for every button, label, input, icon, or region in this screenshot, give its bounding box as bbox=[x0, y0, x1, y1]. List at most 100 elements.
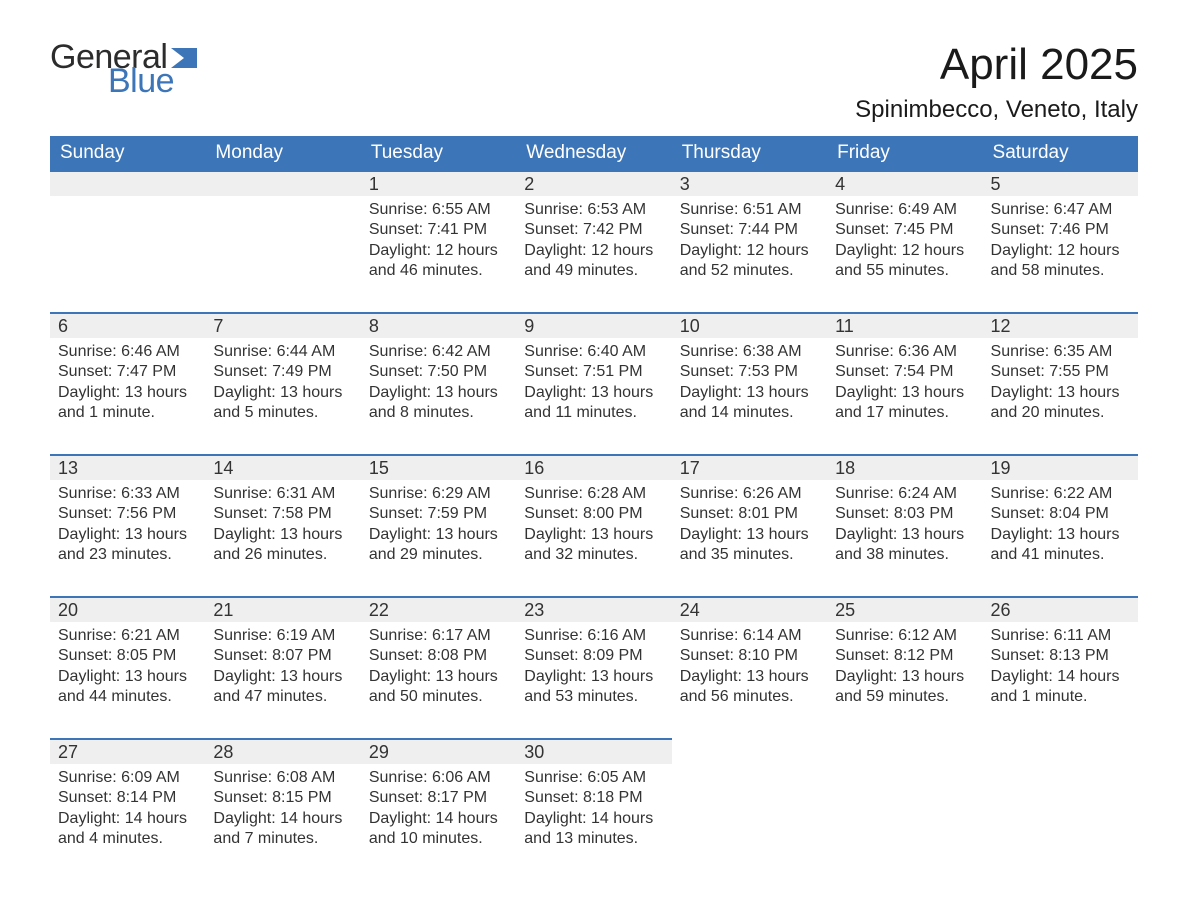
calendar-day-cell: 17Sunrise: 6:26 AMSunset: 8:01 PMDayligh… bbox=[672, 454, 827, 596]
sunset-text: Sunset: 8:18 PM bbox=[524, 788, 663, 808]
calendar-day-cell: 14Sunrise: 6:31 AMSunset: 7:58 PMDayligh… bbox=[205, 454, 360, 596]
weekday-header: Friday bbox=[827, 136, 982, 170]
day-number: 24 bbox=[672, 596, 827, 622]
sunset-text: Sunset: 8:03 PM bbox=[835, 504, 974, 524]
calendar-day-cell: 24Sunrise: 6:14 AMSunset: 8:10 PMDayligh… bbox=[672, 596, 827, 738]
sunrise-text: Sunrise: 6:44 AM bbox=[213, 342, 352, 362]
daylight-text: Daylight: 12 hours and 58 minutes. bbox=[991, 241, 1130, 282]
calendar-day-cell: 4Sunrise: 6:49 AMSunset: 7:45 PMDaylight… bbox=[827, 170, 982, 312]
daylight-text: Daylight: 13 hours and 23 minutes. bbox=[58, 525, 197, 566]
sunset-text: Sunset: 8:14 PM bbox=[58, 788, 197, 808]
sunset-text: Sunset: 7:56 PM bbox=[58, 504, 197, 524]
daylight-text: Daylight: 12 hours and 49 minutes. bbox=[524, 241, 663, 282]
calendar-day-cell: 8Sunrise: 6:42 AMSunset: 7:50 PMDaylight… bbox=[361, 312, 516, 454]
day-number bbox=[205, 170, 360, 196]
day-number: 10 bbox=[672, 312, 827, 338]
calendar-day-cell: 25Sunrise: 6:12 AMSunset: 8:12 PMDayligh… bbox=[827, 596, 982, 738]
calendar-day-cell: 19Sunrise: 6:22 AMSunset: 8:04 PMDayligh… bbox=[983, 454, 1138, 596]
title-block: April 2025 Spinimbecco, Veneto, Italy bbox=[855, 40, 1138, 124]
sunrise-text: Sunrise: 6:47 AM bbox=[991, 200, 1130, 220]
day-number: 7 bbox=[205, 312, 360, 338]
sunset-text: Sunset: 8:05 PM bbox=[58, 646, 197, 666]
day-body: Sunrise: 6:33 AMSunset: 7:56 PMDaylight:… bbox=[50, 480, 205, 574]
daylight-text: Daylight: 13 hours and 50 minutes. bbox=[369, 667, 508, 708]
calendar-day-cell bbox=[205, 170, 360, 312]
day-body: Sunrise: 6:35 AMSunset: 7:55 PMDaylight:… bbox=[983, 338, 1138, 432]
day-body: Sunrise: 6:31 AMSunset: 7:58 PMDaylight:… bbox=[205, 480, 360, 574]
location-subtitle: Spinimbecco, Veneto, Italy bbox=[855, 96, 1138, 124]
day-body: Sunrise: 6:47 AMSunset: 7:46 PMDaylight:… bbox=[983, 196, 1138, 290]
month-title: April 2025 bbox=[855, 40, 1138, 90]
sunrise-text: Sunrise: 6:49 AM bbox=[835, 200, 974, 220]
logo-word-blue: Blue bbox=[108, 64, 205, 98]
daylight-text: Daylight: 13 hours and 17 minutes. bbox=[835, 383, 974, 424]
day-body bbox=[50, 196, 205, 208]
sunset-text: Sunset: 8:04 PM bbox=[991, 504, 1130, 524]
daylight-text: Daylight: 12 hours and 46 minutes. bbox=[369, 241, 508, 282]
sunset-text: Sunset: 7:55 PM bbox=[991, 362, 1130, 382]
day-number: 17 bbox=[672, 454, 827, 480]
calendar-day-cell: 18Sunrise: 6:24 AMSunset: 8:03 PMDayligh… bbox=[827, 454, 982, 596]
calendar-day-cell: 27Sunrise: 6:09 AMSunset: 8:14 PMDayligh… bbox=[50, 738, 205, 880]
sunset-text: Sunset: 7:41 PM bbox=[369, 220, 508, 240]
brand-logo: General Blue bbox=[50, 40, 205, 98]
day-number: 13 bbox=[50, 454, 205, 480]
sunrise-text: Sunrise: 6:36 AM bbox=[835, 342, 974, 362]
day-body: Sunrise: 6:26 AMSunset: 8:01 PMDaylight:… bbox=[672, 480, 827, 574]
sunrise-text: Sunrise: 6:14 AM bbox=[680, 626, 819, 646]
sunset-text: Sunset: 8:12 PM bbox=[835, 646, 974, 666]
calendar-day-cell bbox=[672, 738, 827, 880]
day-number: 2 bbox=[516, 170, 671, 196]
daylight-text: Daylight: 13 hours and 5 minutes. bbox=[213, 383, 352, 424]
daylight-text: Daylight: 14 hours and 1 minute. bbox=[991, 667, 1130, 708]
calendar-day-cell: 22Sunrise: 6:17 AMSunset: 8:08 PMDayligh… bbox=[361, 596, 516, 738]
sunrise-text: Sunrise: 6:16 AM bbox=[524, 626, 663, 646]
calendar-week-row: 27Sunrise: 6:09 AMSunset: 8:14 PMDayligh… bbox=[50, 738, 1138, 880]
day-body: Sunrise: 6:14 AMSunset: 8:10 PMDaylight:… bbox=[672, 622, 827, 716]
day-body: Sunrise: 6:21 AMSunset: 8:05 PMDaylight:… bbox=[50, 622, 205, 716]
sunrise-text: Sunrise: 6:38 AM bbox=[680, 342, 819, 362]
daylight-text: Daylight: 13 hours and 29 minutes. bbox=[369, 525, 508, 566]
calendar-day-cell: 15Sunrise: 6:29 AMSunset: 7:59 PMDayligh… bbox=[361, 454, 516, 596]
day-number: 28 bbox=[205, 738, 360, 764]
day-body: Sunrise: 6:36 AMSunset: 7:54 PMDaylight:… bbox=[827, 338, 982, 432]
sunset-text: Sunset: 7:53 PM bbox=[680, 362, 819, 382]
daylight-text: Daylight: 12 hours and 55 minutes. bbox=[835, 241, 974, 282]
calendar-day-cell: 16Sunrise: 6:28 AMSunset: 8:00 PMDayligh… bbox=[516, 454, 671, 596]
calendar-day-cell: 7Sunrise: 6:44 AMSunset: 7:49 PMDaylight… bbox=[205, 312, 360, 454]
calendar-day-cell: 9Sunrise: 6:40 AMSunset: 7:51 PMDaylight… bbox=[516, 312, 671, 454]
sunset-text: Sunset: 7:44 PM bbox=[680, 220, 819, 240]
day-number: 30 bbox=[516, 738, 671, 764]
calendar-day-cell: 21Sunrise: 6:19 AMSunset: 8:07 PMDayligh… bbox=[205, 596, 360, 738]
sunrise-text: Sunrise: 6:09 AM bbox=[58, 768, 197, 788]
sunset-text: Sunset: 7:45 PM bbox=[835, 220, 974, 240]
calendar-week-row: 20Sunrise: 6:21 AMSunset: 8:05 PMDayligh… bbox=[50, 596, 1138, 738]
calendar-day-cell: 29Sunrise: 6:06 AMSunset: 8:17 PMDayligh… bbox=[361, 738, 516, 880]
sunrise-text: Sunrise: 6:06 AM bbox=[369, 768, 508, 788]
day-number: 26 bbox=[983, 596, 1138, 622]
daylight-text: Daylight: 14 hours and 13 minutes. bbox=[524, 809, 663, 850]
sunrise-text: Sunrise: 6:08 AM bbox=[213, 768, 352, 788]
daylight-text: Daylight: 13 hours and 8 minutes. bbox=[369, 383, 508, 424]
day-number: 15 bbox=[361, 454, 516, 480]
day-number bbox=[50, 170, 205, 196]
day-number: 22 bbox=[361, 596, 516, 622]
daylight-text: Daylight: 13 hours and 56 minutes. bbox=[680, 667, 819, 708]
day-body: Sunrise: 6:55 AMSunset: 7:41 PMDaylight:… bbox=[361, 196, 516, 290]
sunrise-text: Sunrise: 6:42 AM bbox=[369, 342, 508, 362]
day-body: Sunrise: 6:05 AMSunset: 8:18 PMDaylight:… bbox=[516, 764, 671, 858]
daylight-text: Daylight: 14 hours and 4 minutes. bbox=[58, 809, 197, 850]
day-number: 6 bbox=[50, 312, 205, 338]
day-body: Sunrise: 6:06 AMSunset: 8:17 PMDaylight:… bbox=[361, 764, 516, 858]
sunset-text: Sunset: 8:10 PM bbox=[680, 646, 819, 666]
sunrise-text: Sunrise: 6:46 AM bbox=[58, 342, 197, 362]
daylight-text: Daylight: 13 hours and 41 minutes. bbox=[991, 525, 1130, 566]
sunrise-text: Sunrise: 6:33 AM bbox=[58, 484, 197, 504]
sunrise-text: Sunrise: 6:12 AM bbox=[835, 626, 974, 646]
sunrise-text: Sunrise: 6:51 AM bbox=[680, 200, 819, 220]
day-body: Sunrise: 6:49 AMSunset: 7:45 PMDaylight:… bbox=[827, 196, 982, 290]
day-body: Sunrise: 6:53 AMSunset: 7:42 PMDaylight:… bbox=[516, 196, 671, 290]
calendar-day-cell bbox=[983, 738, 1138, 880]
day-body: Sunrise: 6:44 AMSunset: 7:49 PMDaylight:… bbox=[205, 338, 360, 432]
daylight-text: Daylight: 13 hours and 53 minutes. bbox=[524, 667, 663, 708]
